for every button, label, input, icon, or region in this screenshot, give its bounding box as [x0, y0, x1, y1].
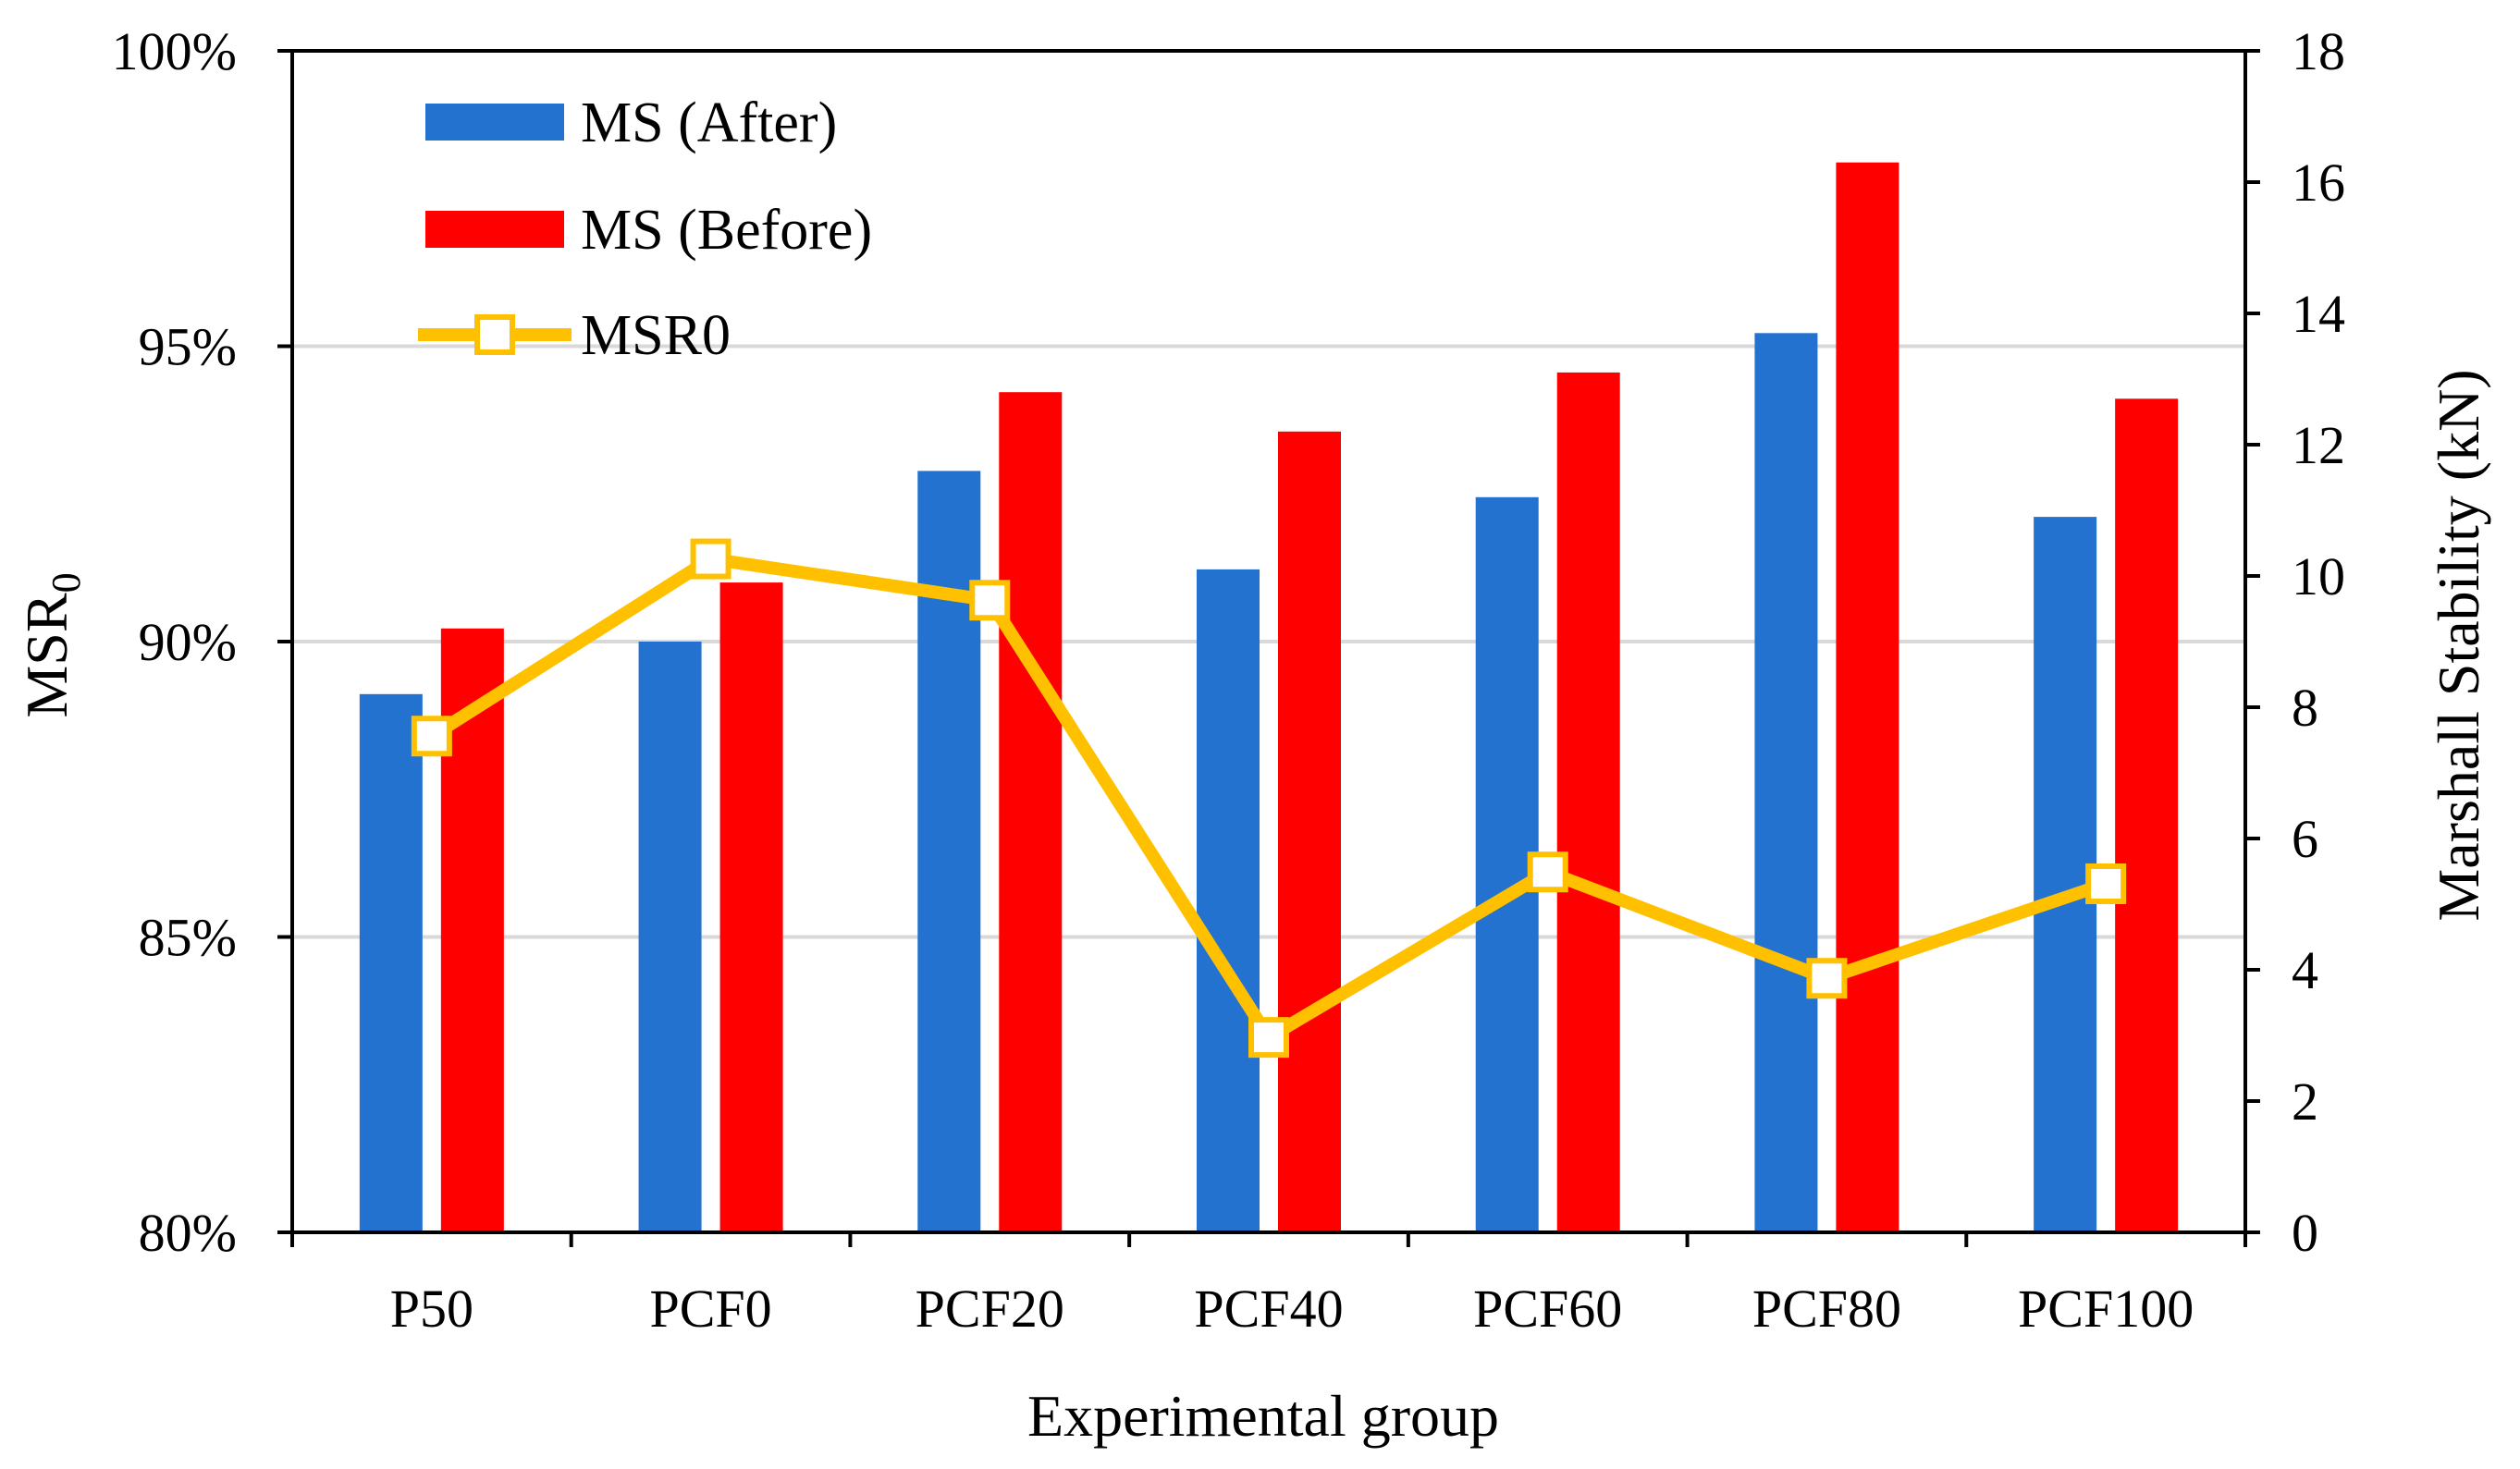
x-tick-label: PCF100: [2018, 1279, 2194, 1339]
bar-ms-before: [1556, 372, 1620, 1232]
left-y-axis-title: MSR0: [14, 572, 89, 717]
right-y-tick-label: 6: [2292, 809, 2318, 869]
right-y-tick-label: 18: [2292, 21, 2345, 81]
msr0-marker: [690, 538, 731, 580]
msr0-marker: [411, 716, 452, 757]
right-y-tick-label: 2: [2292, 1071, 2318, 1132]
msr0-marker: [969, 580, 1011, 621]
left-y-tick-label: 100%: [112, 21, 237, 81]
right-y-tick-label: 8: [2292, 678, 2318, 738]
legend: MS (After) MS (Before) MSR0: [418, 92, 872, 367]
x-tick-label: PCF80: [1752, 1279, 1901, 1339]
msr0-marker: [1806, 958, 1848, 999]
gridlines: [292, 344, 2245, 939]
bar-ms-after: [1197, 569, 1260, 1232]
bar-ms-before: [2115, 398, 2179, 1232]
x-tick-label: PCF20: [916, 1279, 1064, 1339]
left-y-tick-label: 90%: [139, 612, 237, 672]
right-y-tick-label: 4: [2292, 940, 2318, 1000]
msr0-line-series: [411, 538, 2127, 1059]
msr0-marker: [1527, 851, 1568, 893]
left-y-axis-title-subscript: 0: [43, 572, 89, 593]
x-tick-label: PCF60: [1473, 1279, 1622, 1339]
msr0-marker: [2085, 863, 2127, 904]
legend-ms-before-swatch: [425, 211, 564, 248]
bar-ms-after: [1754, 333, 1818, 1232]
legend-msr0-label: MSR0: [581, 304, 731, 367]
msr0-marker: [1248, 1017, 1289, 1059]
x-tick-label: P50: [390, 1279, 473, 1339]
left-y-axis-title-main: MSR: [14, 593, 80, 718]
right-y-tick-label: 0: [2292, 1203, 2318, 1263]
right-y-tick-label: 14: [2292, 284, 2345, 344]
bar-ms-after: [359, 693, 423, 1232]
left-y-tick-label: 95%: [139, 317, 237, 377]
left-y-tick-label: 85%: [139, 908, 237, 968]
bar-ms-before: [1278, 431, 1341, 1232]
x-axis-title: Experimental group: [1027, 1383, 1499, 1449]
x-tick-label: PCF0: [649, 1279, 771, 1339]
bar-ms-before: [719, 582, 783, 1232]
legend-ms-after-label: MS (After): [581, 92, 837, 154]
bar-ms-after: [638, 642, 702, 1232]
bar-ms-before: [1836, 162, 1899, 1233]
right-y-axis-title: Marshall Stability (kN): [2426, 369, 2491, 921]
right-y-tick-label: 10: [2292, 546, 2345, 606]
left-y-tick-label: 80%: [139, 1203, 237, 1263]
x-tick-label: PCF40: [1194, 1279, 1343, 1339]
legend-ms-after-swatch: [425, 104, 564, 141]
bar-ms-before: [999, 392, 1063, 1232]
axes: 80% 85% 90% 95% 100% 0 2 4 6 8 10 12 14 16 18 P50 PCF0 PC…: [112, 21, 2345, 1339]
legend-msr0-swatch-marker: [474, 314, 515, 355]
right-y-tick-label: 16: [2292, 153, 2345, 213]
right-y-tick-label: 12: [2292, 415, 2345, 475]
legend-ms-before-label: MS (Before): [581, 199, 872, 262]
